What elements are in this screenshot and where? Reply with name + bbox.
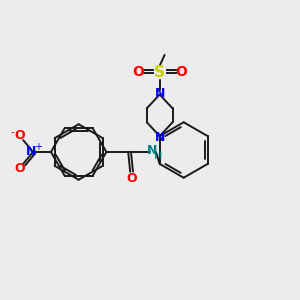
Text: S: S <box>154 65 165 80</box>
Text: N: N <box>147 143 157 157</box>
Text: N: N <box>154 87 165 100</box>
Text: O: O <box>14 162 25 175</box>
Text: N: N <box>154 130 165 144</box>
Text: -: - <box>10 127 14 137</box>
Text: O: O <box>132 65 144 79</box>
Text: O: O <box>127 172 137 185</box>
Text: +: + <box>34 142 42 152</box>
Text: O: O <box>14 129 25 142</box>
Text: H: H <box>154 151 162 161</box>
Text: O: O <box>176 65 188 79</box>
Text: N: N <box>26 146 36 158</box>
